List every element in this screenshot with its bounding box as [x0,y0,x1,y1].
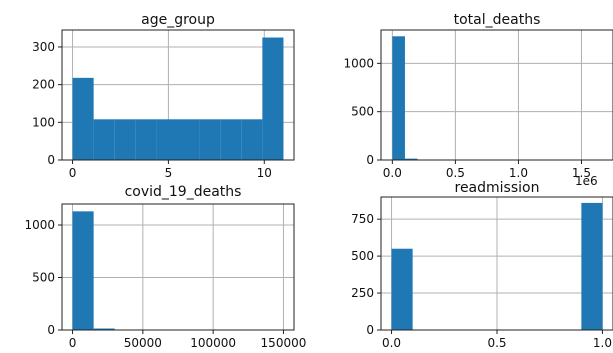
histogram-bar [156,119,178,160]
x-tick-label: 1.0 [593,336,612,350]
y-tick-label: 0 [47,153,55,167]
y-tick-label: 250 [351,286,374,300]
x-tick-label: 0 [69,166,77,180]
histogram-bar [93,119,115,160]
x-tick-label: 150000 [261,336,307,350]
y-tick-label: 500 [32,271,55,285]
y-tick-label: 300 [32,40,55,54]
histogram-bar [392,36,405,160]
histogram-bar [404,158,418,160]
y-tick-label: 500 [351,105,374,119]
subplot-title: readmission [455,180,540,196]
histogram-bar [241,119,263,160]
y-tick-label: 750 [351,212,374,226]
x-tick-label: 5 [165,166,173,180]
x-tick-label: 100000 [190,336,236,350]
x-tick-label: 1.5 [572,166,591,180]
axes-frame [380,29,613,161]
y-tick-label: 100 [32,115,55,129]
y-tick-label: 1000 [343,56,374,70]
histogram-bar [581,202,603,330]
histogram-bar [114,119,136,160]
histogram-bar [93,328,115,330]
x-tick-label: 0.5 [446,166,465,180]
y-tick-label: 500 [351,249,374,263]
x-tick-label: 0 [69,336,77,350]
axes-frame [61,203,295,331]
y-tick-label: 0 [366,323,374,337]
histogram-bar [220,119,242,160]
y-tick-label: 0 [366,153,374,167]
histogram-bar [391,248,413,330]
x-tick-label: 0.0 [382,336,401,350]
x-tick-label: 10 [257,166,272,180]
subplot-title: covid_19_deaths [125,184,242,200]
x-tick-label: 0.5 [487,336,506,350]
axis-offset-text: 1e6 [575,174,598,188]
histogram-bar [72,211,94,330]
subplot-covid-19-deaths: covid_19_deaths 0 50000 100000 150000 0 500 10… [24,184,306,350]
y-tick-label: 1000 [24,218,55,232]
x-tick-label: 1.0 [509,166,528,180]
subplot-total-deaths: total_deaths 1e6 0.0 0.5 1.0 1.5 0 500 1000 [343,12,613,188]
x-tick-label: 0.0 [383,166,402,180]
y-tick-label: 200 [32,78,55,92]
axes-frame [61,29,295,161]
histogram-bar [199,119,221,160]
x-tick-label: 50000 [124,336,162,350]
subplot-title: age_group [141,12,215,28]
histogram-bar [72,77,94,160]
histogram-bar [178,119,200,160]
subplot-title: total_deaths [454,12,541,28]
subplot-readmission: readmission 0.0 0.5 1.0 0 250 500 750 [351,180,613,350]
histogram-bar [135,119,157,160]
y-tick-label: 0 [47,323,55,337]
histogram-bar [262,37,284,160]
